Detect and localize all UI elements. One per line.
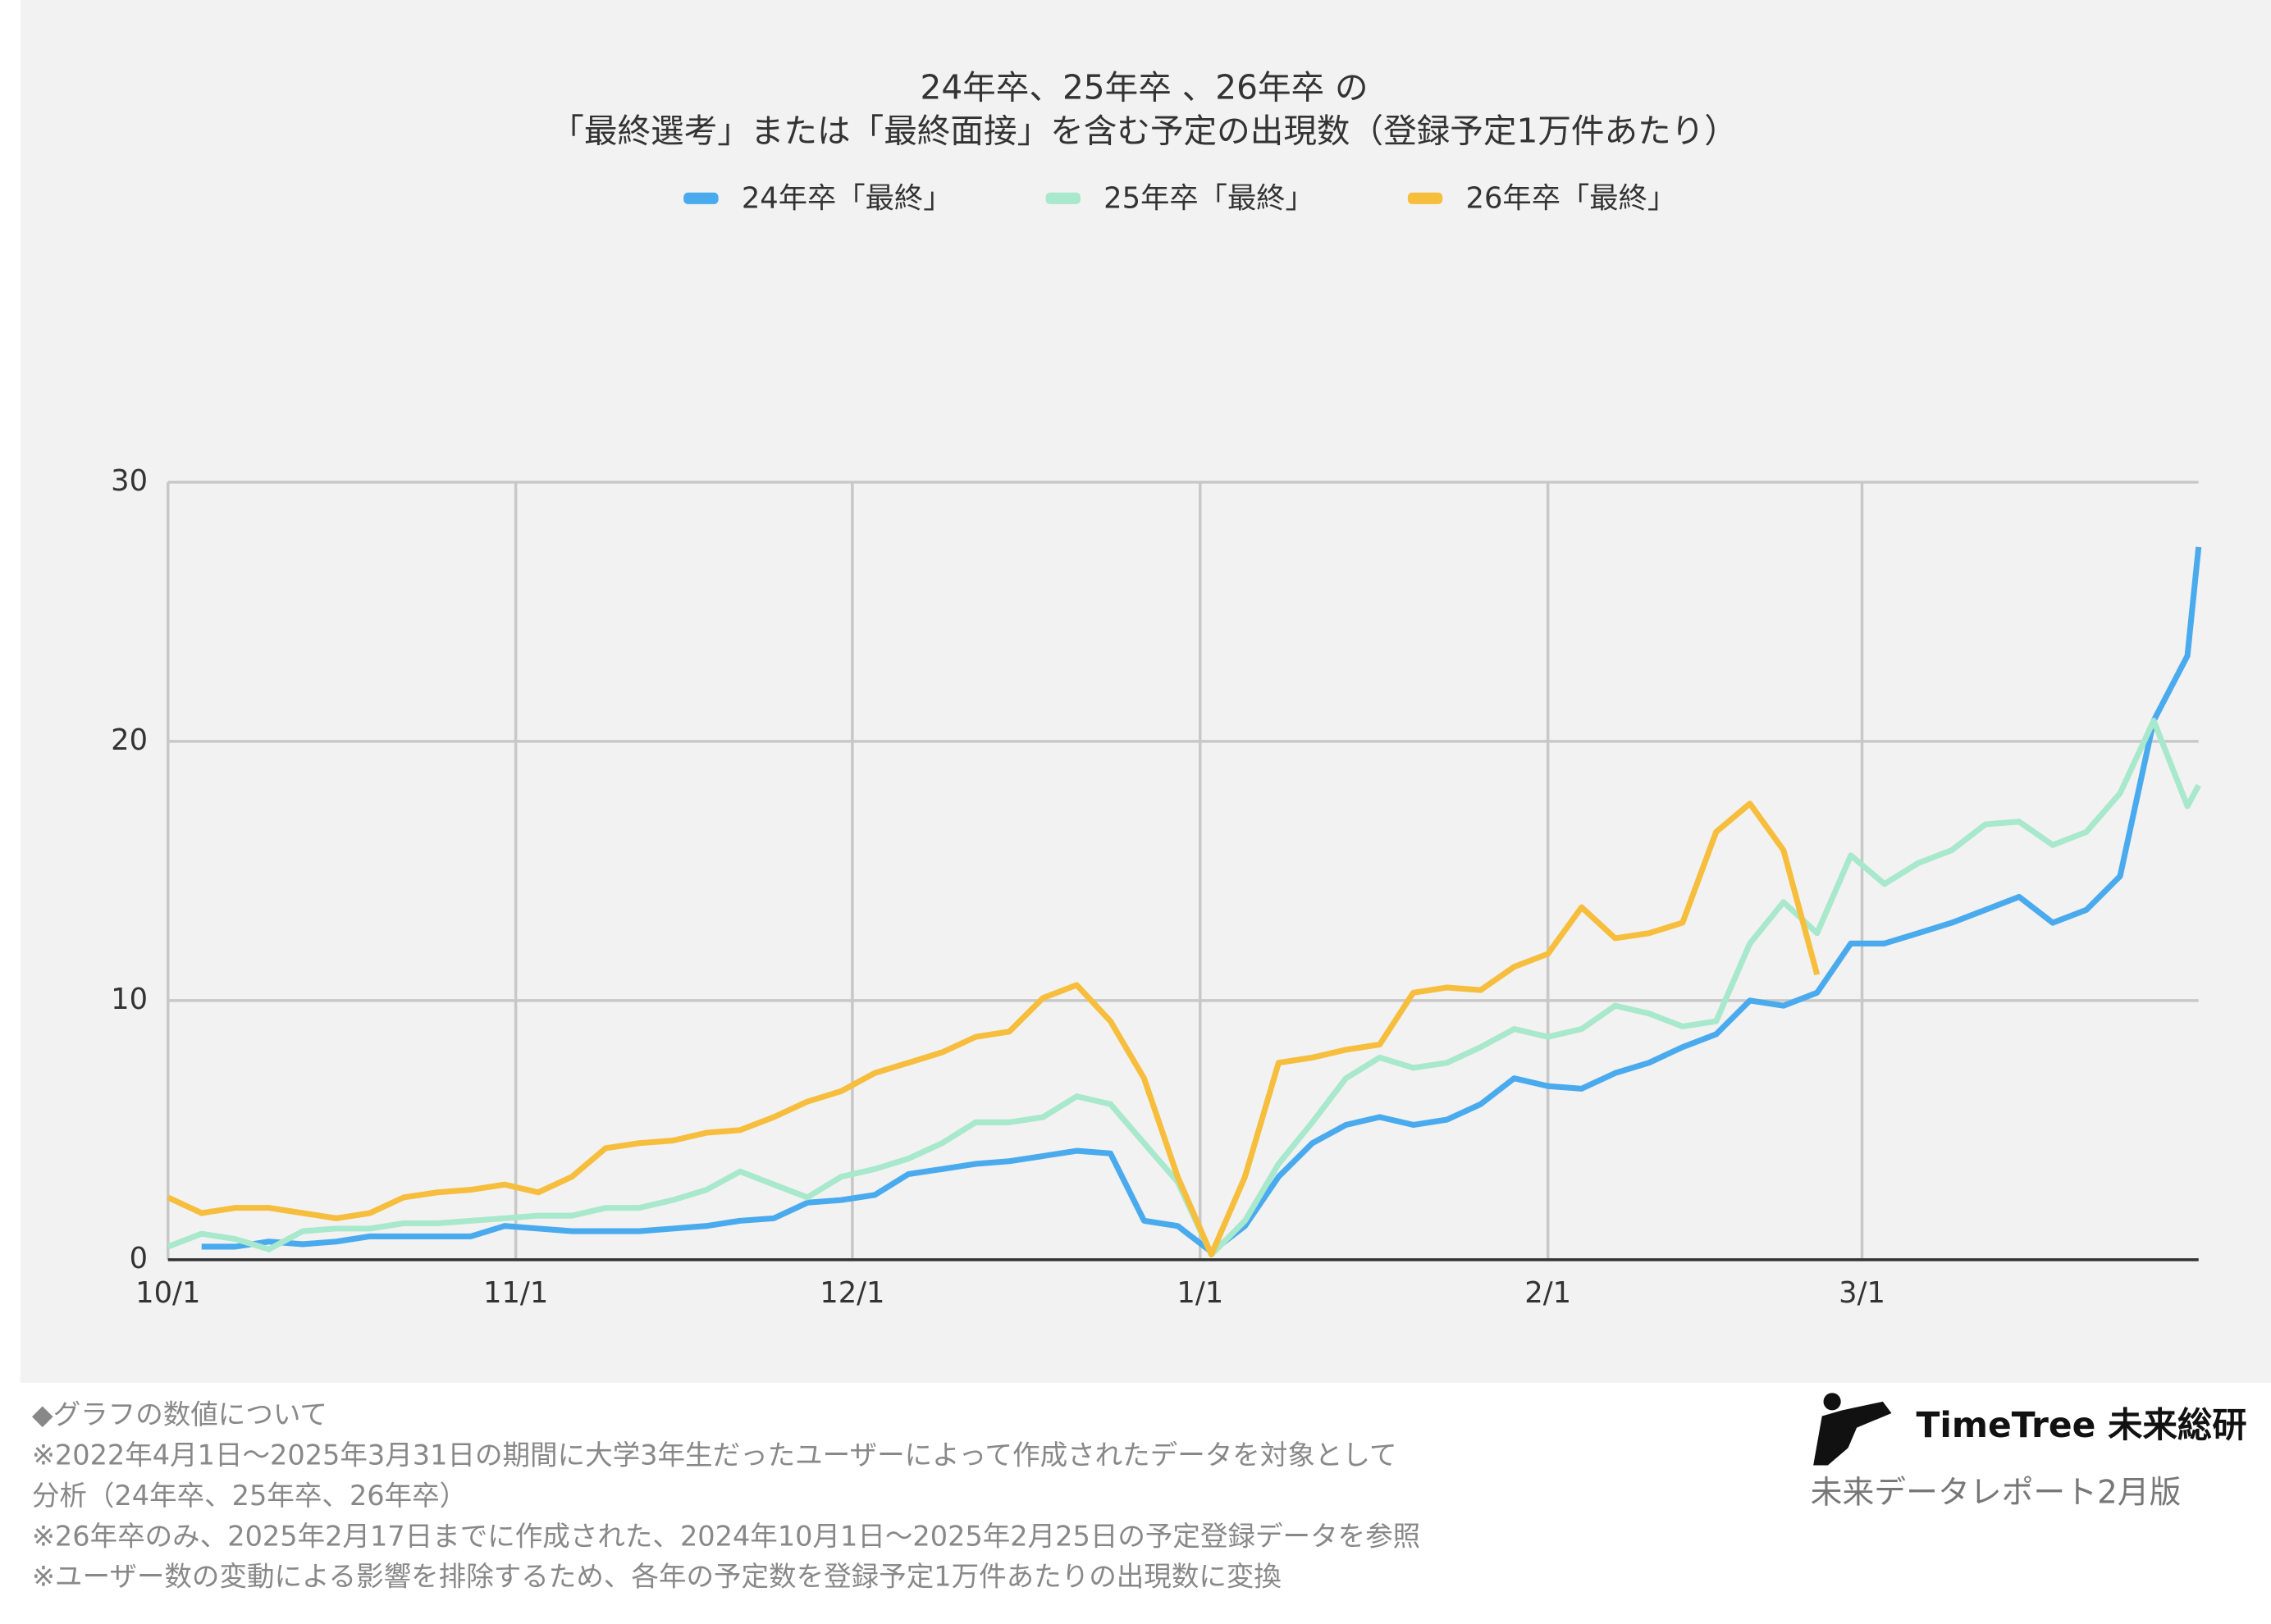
notes: ◆グラフの数値について ※2022年4月1日～2025年3月31日の期間に大学3年… — [32, 1398, 1420, 1593]
legend-swatch — [683, 192, 719, 204]
chart-title: 24年卒、25年卒 、26年卒 の — [921, 67, 1369, 107]
plot-area: 0 10 20 30 10/1 11/1 12/1 1/1 2/1 3/1 — [111, 464, 2202, 1310]
legend-swatch — [1045, 192, 1081, 204]
x-tick-label: 12/1 — [820, 1276, 884, 1310]
legend-swatch — [1407, 192, 1443, 204]
logo-icon — [1813, 1393, 1892, 1466]
x-tick-label: 11/1 — [483, 1276, 548, 1310]
chart-title: 「最終選考」または「最終面接」を含む予定の出現数（登録予定1万件あたり） — [551, 111, 1738, 150]
x-tick-label: 2/1 — [1524, 1276, 1571, 1310]
legend: 24年卒「最終」 25年卒「最終」 26年卒「最終」 — [683, 182, 1676, 216]
legend-label: 24年卒「最終」 — [742, 182, 953, 216]
x-tick-label: 3/1 — [1839, 1276, 1885, 1310]
note: ※2022年4月1日～2025年3月31日の期間に大学3年生だったユーザーによっ… — [32, 1439, 1397, 1471]
edition: 未来データレポート2月版 — [1811, 1474, 2182, 1511]
y-tick-label: 0 — [130, 1242, 148, 1275]
note: ◆グラフの数値について — [32, 1398, 327, 1430]
y-tick-label: 20 — [111, 723, 148, 757]
note: ※ユーザー数の変動による影響を排除するため、各年の予定数を登録予定1万件あたりの… — [32, 1561, 1282, 1593]
y-tick-label: 30 — [111, 464, 148, 498]
brand-name: TimeTree 未来総研 — [1917, 1405, 2247, 1445]
legend-label: 25年卒「最終」 — [1104, 182, 1314, 216]
legend-label: 26年卒「最終」 — [1465, 182, 1676, 216]
note: 分析（24年卒、25年卒、26年卒） — [32, 1480, 467, 1512]
x-tick-label: 1/1 — [1177, 1276, 1223, 1310]
note: ※26年卒のみ、2025年2月17日までに作成された、2024年10月1日～20… — [32, 1520, 1420, 1552]
series-line — [167, 801, 1821, 1258]
chart-background — [20, 0, 2271, 1383]
x-tick-label: 10/1 — [135, 1276, 200, 1310]
y-tick-label: 10 — [111, 983, 148, 1016]
